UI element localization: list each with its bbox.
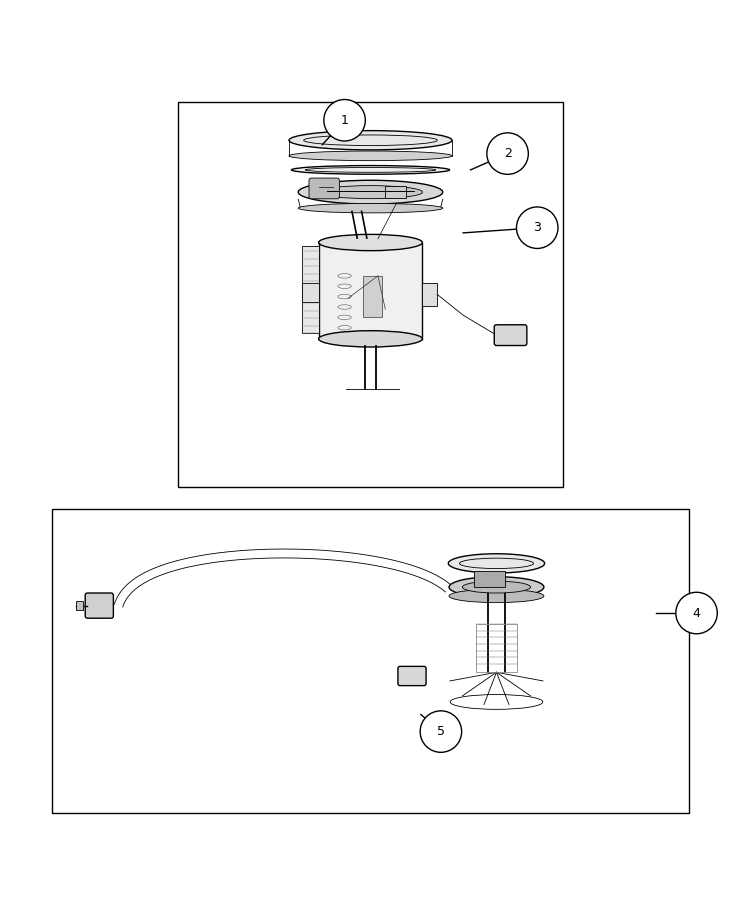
Bar [476, 624, 517, 672]
Ellipse shape [298, 180, 443, 204]
Bar [385, 186, 406, 198]
Ellipse shape [449, 577, 544, 598]
Text: 2: 2 [504, 147, 511, 160]
Bar [422, 284, 437, 305]
Bar [319, 242, 422, 339]
Bar [302, 284, 319, 302]
Ellipse shape [298, 203, 443, 213]
Bar [363, 276, 382, 317]
Circle shape [516, 207, 558, 248]
Bar [474, 571, 505, 587]
Bar [178, 102, 563, 487]
FancyBboxPatch shape [494, 325, 527, 346]
Bar [52, 509, 689, 813]
Circle shape [420, 711, 462, 752]
Bar [76, 601, 83, 610]
FancyBboxPatch shape [398, 666, 426, 686]
Text: 1: 1 [341, 113, 348, 127]
Ellipse shape [319, 185, 422, 199]
FancyBboxPatch shape [85, 593, 113, 618]
Text: 4: 4 [693, 607, 700, 619]
Ellipse shape [448, 554, 545, 573]
Ellipse shape [319, 330, 422, 347]
Ellipse shape [289, 151, 452, 160]
Ellipse shape [319, 234, 422, 251]
FancyBboxPatch shape [309, 178, 339, 199]
Ellipse shape [291, 166, 450, 175]
Text: 3: 3 [534, 221, 541, 234]
Circle shape [324, 100, 365, 141]
Text: 5: 5 [437, 725, 445, 738]
Circle shape [487, 133, 528, 175]
Ellipse shape [289, 130, 452, 150]
Ellipse shape [462, 581, 531, 593]
Bar [302, 247, 319, 333]
Ellipse shape [449, 590, 544, 603]
Circle shape [676, 592, 717, 634]
